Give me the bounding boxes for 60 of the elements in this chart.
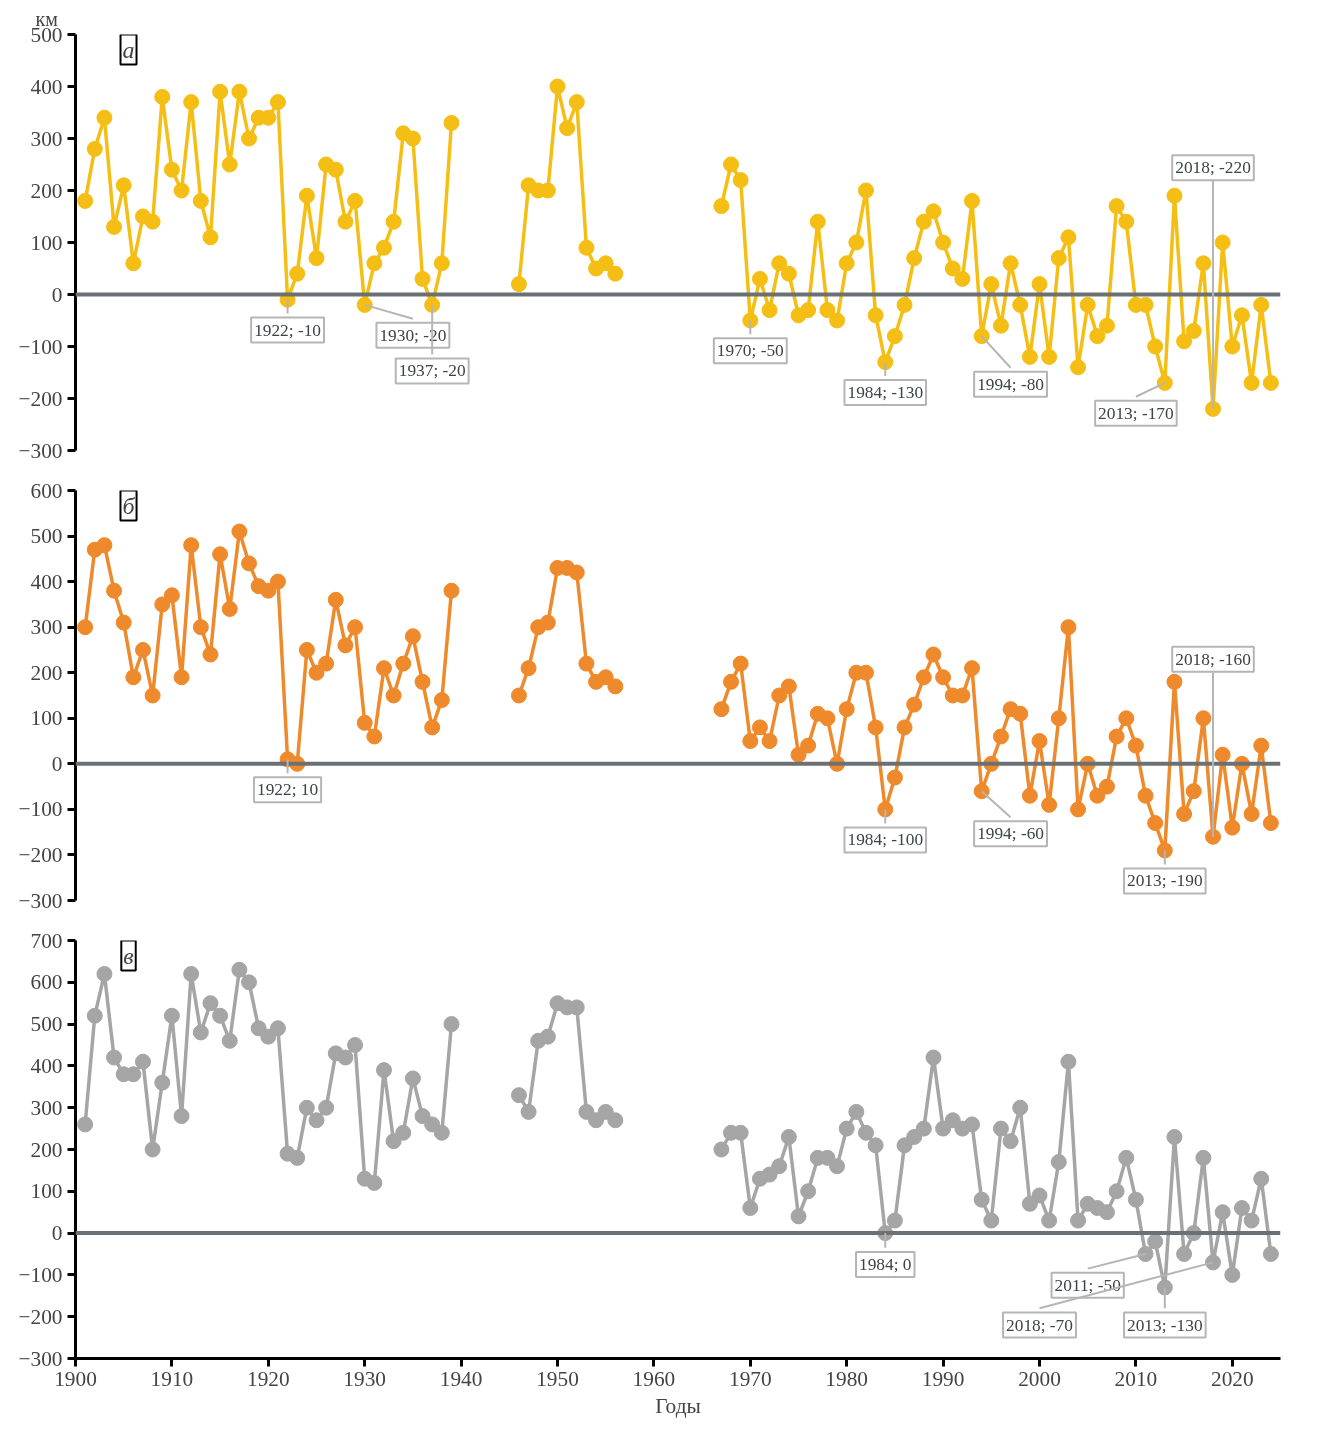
y-tick-label: −100 [18, 797, 63, 822]
x-tick-label: 2000 [1018, 1366, 1061, 1391]
x-tick-label: 1940 [439, 1366, 483, 1391]
y-tick-label: 100 [30, 706, 63, 731]
x-tick-label: 1920 [246, 1366, 290, 1391]
annotation: 1984; -130 [847, 382, 924, 402]
annotation: 2018; -220 [1175, 158, 1251, 178]
chart-title: в [123, 942, 134, 969]
x-tick-label: 1910 [150, 1366, 194, 1391]
y-tick-label: 400 [30, 1053, 63, 1078]
y-tick-label: −100 [18, 334, 63, 359]
y-tick-label: 300 [30, 615, 63, 640]
annotation: 2013; -170 [1098, 403, 1174, 423]
annotation: 1922; 10 [257, 780, 319, 800]
x-tick-label: 1930 [343, 1366, 387, 1391]
y-tick-label: 600 [30, 478, 63, 503]
y-tick-label: −200 [18, 842, 63, 867]
y-tick-label: 200 [30, 178, 63, 203]
y-tick-label: 300 [30, 126, 63, 151]
y-tick-label: 0 [51, 1221, 63, 1246]
y-tick-label: 0 [51, 282, 63, 307]
annotation: 1994; -80 [977, 374, 1045, 394]
y-tick-label: 700 [30, 928, 63, 953]
annotation: 2018; -160 [1175, 649, 1251, 669]
x-tick-label: 2010 [1114, 1366, 1158, 1391]
annotation: 1984; -100 [847, 830, 924, 850]
x-tick-label: 1970 [728, 1366, 772, 1391]
y-tick-label: −200 [18, 1304, 63, 1329]
y-tick-label: 600 [30, 970, 63, 995]
y-tick-label: 400 [30, 569, 63, 594]
annotation: 2013; -130 [1127, 1315, 1203, 1335]
x-axis-title: Годы [655, 1393, 701, 1418]
y-tick-label: −300 [18, 438, 63, 463]
y-tick-label: 400 [30, 74, 63, 99]
y-tick-label: −200 [18, 386, 63, 411]
annotation: 1922; -10 [254, 320, 322, 340]
annotation: 1984; 0 [859, 1254, 912, 1274]
y-tick-label: 200 [30, 660, 63, 685]
x-tick-label: 1990 [921, 1366, 965, 1391]
x-tick-label: 2020 [1210, 1366, 1254, 1391]
y-tick-label: 100 [30, 230, 63, 255]
annotation: 1970; -50 [716, 341, 784, 361]
annotation: 1994; -60 [977, 824, 1045, 844]
x-tick-label: 1980 [825, 1366, 869, 1391]
y-tick-label: −300 [18, 888, 63, 913]
chart-title: а [122, 36, 135, 63]
y-tick-label: 100 [30, 1179, 63, 1204]
y-tick-label: 200 [30, 1137, 63, 1162]
x-tick-label: 1950 [536, 1366, 579, 1391]
annotation: 1937; -20 [398, 361, 466, 381]
annotation: 2018; -70 [1006, 1315, 1073, 1335]
annotation: 2013; -190 [1127, 871, 1203, 891]
annotation: 1930; -20 [379, 325, 447, 345]
y-tick-label: −100 [18, 1262, 63, 1287]
x-tick-label: 1960 [632, 1366, 676, 1391]
y-tick-label: 0 [51, 751, 63, 776]
y-tick-label: 500 [30, 524, 63, 549]
chart-title: б [122, 492, 136, 519]
y-tick-label: 500 [30, 1012, 63, 1037]
y-tick-label: 300 [30, 1095, 63, 1120]
